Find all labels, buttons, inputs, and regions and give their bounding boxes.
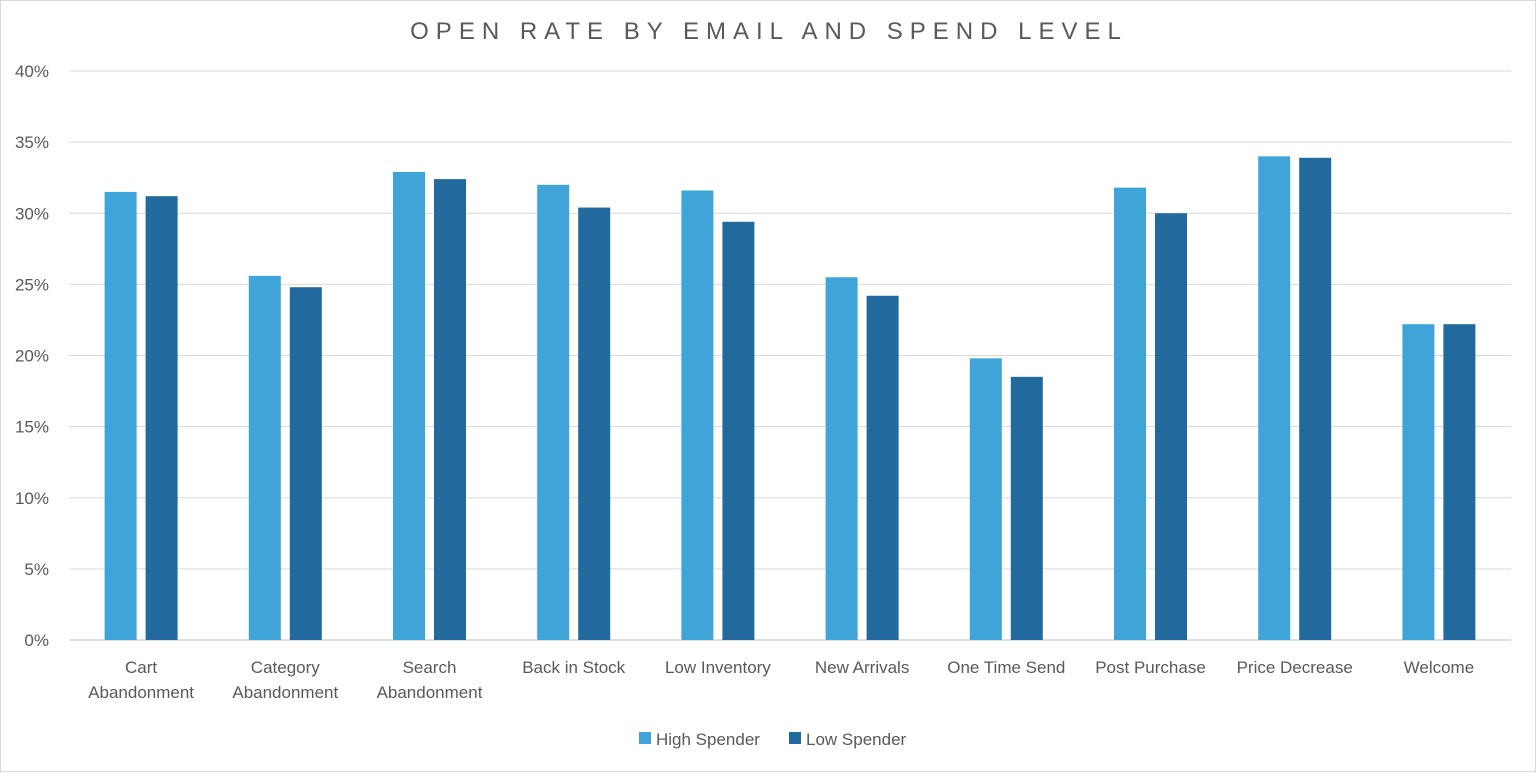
y-tick-label: 15%	[15, 418, 49, 437]
y-axis-ticks: 0% 5% 10% 15% 20% 25% 30% 35% 40%	[15, 62, 49, 650]
x-category-label: Category Abandonment	[232, 658, 338, 702]
bar-high-spender	[1114, 187, 1146, 640]
x-category-label: Post Purchase	[1095, 658, 1206, 677]
y-tick-label: 30%	[15, 204, 49, 223]
bar-low-spender	[434, 179, 466, 641]
legend-label: High Spender	[656, 730, 760, 749]
y-tick-label: 40%	[15, 62, 49, 81]
bar-low-spender	[289, 287, 322, 640]
x-category-label: Search Abandonment	[377, 658, 483, 702]
bar-high-spender	[104, 191, 137, 640]
chart-title: OPEN RATE BY EMAIL AND SPEND LEVEL	[410, 18, 1128, 45]
bar-high-spender	[248, 275, 281, 640]
bar-high-spender	[1258, 156, 1291, 640]
y-tick-label: 10%	[15, 489, 49, 508]
bars	[104, 156, 1476, 641]
y-tick-label: 35%	[15, 133, 49, 152]
gridlines	[69, 70, 1511, 641]
bar-low-spender	[578, 207, 611, 640]
x-category-label: New Arrivals	[815, 658, 909, 677]
y-tick-label: 5%	[24, 560, 49, 579]
bar-high-spender	[537, 184, 570, 641]
legend-swatch	[639, 732, 651, 744]
x-category-label: One Time Send	[947, 658, 1065, 677]
x-category-label: Back in Stock	[522, 658, 625, 677]
legend-entry: High Spender	[639, 730, 760, 749]
y-tick-label: 20%	[15, 347, 49, 366]
bar-high-spender	[1402, 324, 1435, 640]
legend: High Spender Low Spender	[639, 730, 907, 749]
bar-low-spender	[1299, 157, 1332, 640]
bar-low-spender	[866, 295, 899, 640]
x-category-label: Low Inventory	[665, 658, 771, 677]
legend-entry: Low Spender	[789, 730, 907, 749]
bar-low-spender	[1010, 376, 1043, 640]
x-category-label: Welcome	[1404, 658, 1475, 677]
y-tick-label: 0%	[24, 631, 49, 650]
bar-low-spender	[1443, 324, 1476, 640]
legend-swatch	[789, 732, 801, 744]
bar-high-spender	[681, 190, 714, 641]
x-category-label: Price Decrease	[1237, 658, 1353, 677]
y-tick-label: 25%	[15, 275, 49, 294]
bar-low-spender	[722, 221, 755, 640]
x-category-label: Cart Abandonment	[88, 658, 194, 702]
bar-high-spender	[393, 171, 425, 640]
legend-label: Low Spender	[806, 730, 907, 749]
bar-low-spender	[145, 196, 178, 640]
bar-low-spender	[1155, 213, 1187, 640]
bar-high-spender	[969, 358, 1002, 640]
bar-high-spender	[825, 277, 858, 640]
x-axis-categories: Cart Abandonment Category Abandonment Search…	[88, 658, 1474, 702]
